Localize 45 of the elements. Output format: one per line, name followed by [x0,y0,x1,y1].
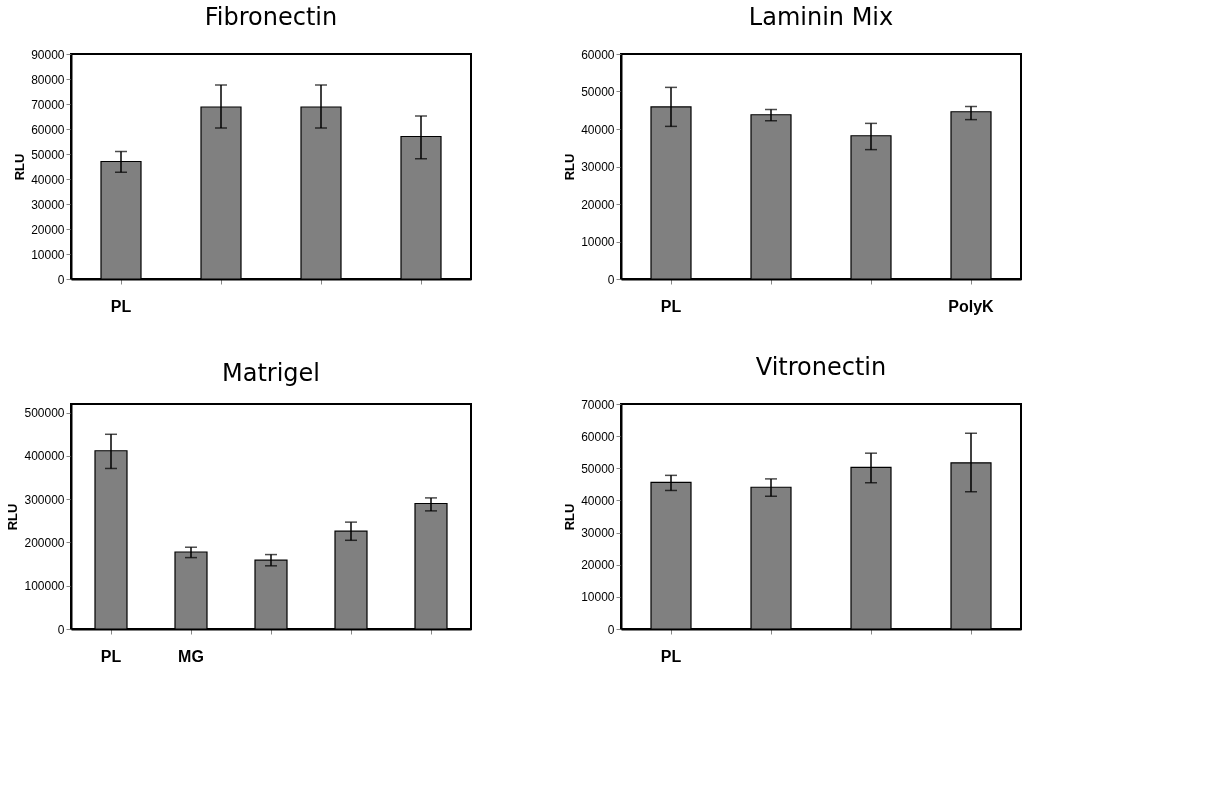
y-tick-label: 0 [607,622,615,637]
y-tick-label: 40000 [581,493,615,508]
y-tick-label: 60000 [581,47,615,62]
y-tick-label: 70000 [31,97,65,112]
y-tick-label: 50000 [581,85,615,99]
y-tick-label: 30000 [31,197,65,212]
y-tick-label: 40000 [31,172,65,187]
y-axis-title: RLU [562,503,578,531]
x-tick-label: PL [110,297,132,315]
y-tick-label: 200000 [24,535,65,550]
y-tick-label: 0 [57,622,65,637]
x-tick-label: MG [178,647,204,665]
y-tick-label: 30000 [581,160,615,174]
y-axis-title: RLU [562,153,578,181]
y-tick-label: 20000 [581,558,615,573]
y-tick-label: 60000 [581,429,615,444]
y-tick-label: 40000 [581,122,615,137]
chart-title: Matrigel [221,359,321,387]
y-tick-label: 100000 [24,579,65,594]
chart-title: Laminin Mix [748,3,894,31]
y-tick-label: 10000 [31,247,65,262]
y-tick-label: 20000 [581,197,615,212]
x-tick-label: PolyK [948,297,995,315]
y-tick-label: 60000 [31,122,65,137]
y-tick-label: 0 [57,272,65,287]
chart-title: Fibronectin [204,3,338,31]
y-tick-label: 70000 [581,397,615,412]
y-tick-label: 20000 [31,222,65,237]
y-tick-label: 10000 [581,590,615,605]
x-tick-label: PL [100,647,122,665]
chart-title: Vitronectin [755,353,887,381]
y-axis-title: RLU [12,153,28,181]
y-axis-title: RLU [5,503,21,531]
y-tick-label: 300000 [24,492,65,507]
y-tick-label: 80000 [31,72,65,87]
y-tick-label: 0 [607,272,615,287]
y-tick-label: 400000 [24,449,65,464]
x-tick-label: PL [660,297,682,315]
y-tick-label: 500000 [24,406,65,421]
x-tick-label: PL [660,647,682,665]
y-tick-label: 90000 [31,47,65,62]
y-tick-label: 10000 [581,235,615,249]
y-tick-label: 50000 [581,461,615,476]
y-tick-label: 30000 [581,526,615,541]
y-tick-label: 50000 [31,147,65,162]
